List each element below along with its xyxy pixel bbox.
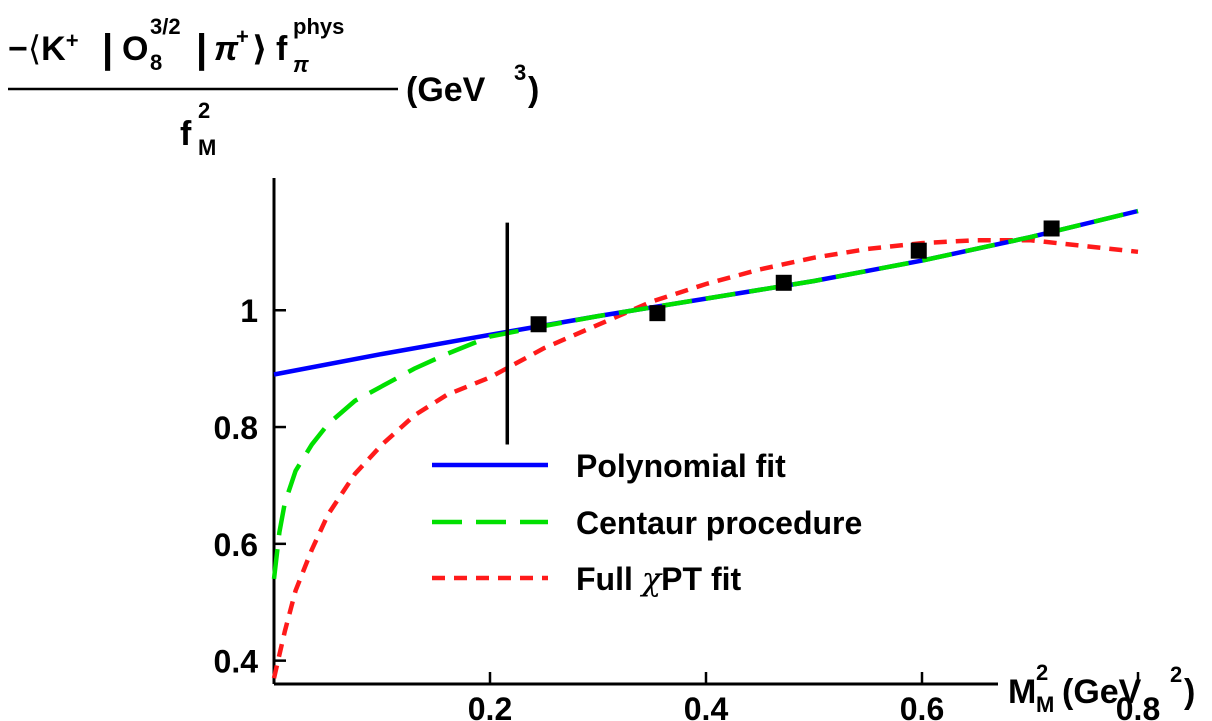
y-tick-label: 0.4 — [214, 644, 259, 680]
ylabel-f: f — [276, 30, 288, 68]
legend-label-full-post: PT fit — [661, 561, 741, 597]
series-line-full-pt-fit — [271, 237, 1139, 679]
ylabel-O: O — [122, 30, 148, 68]
legend-label-full-chipt-fit: Full χPT fit — [576, 560, 741, 598]
svg-text:−⟨K+: −⟨K+ — [8, 28, 79, 69]
xlabel-sup: 2 — [1036, 660, 1048, 685]
x-tick-label: 0.6 — [900, 691, 944, 721]
data-points — [530, 220, 1060, 333]
ylabel-den-f: f — [180, 115, 192, 153]
x-ticks: 0.2 0.4 0.6 0.8 — [468, 672, 1160, 721]
ylabel-bar-1: | — [102, 27, 113, 71]
ylabel-den-sup: 2 — [198, 98, 210, 123]
xlabel-main: M — [1008, 673, 1036, 711]
legend-label-chi: χ — [640, 560, 663, 598]
xlabel-unit-close: ) — [1184, 673, 1195, 711]
data-point — [775, 274, 792, 291]
ylabel-unit-close: ) — [528, 71, 539, 109]
ylabel-O-sub: 8 — [150, 50, 162, 75]
y-tick-label: 0.6 — [214, 527, 258, 563]
y-tick-label: 1 — [240, 293, 258, 329]
y-ticks: 0.4 0.6 0.8 1 — [214, 293, 286, 680]
ylabel-den-sub: M — [198, 135, 216, 160]
ylabel-O-sup: 3/2 — [150, 14, 181, 39]
series-line-centaur-procedure — [271, 208, 1139, 580]
legend-label-centaur-procedure: Centaur procedure — [576, 505, 862, 541]
x-axis-label: M 2 M (GeV 2 ) — [1008, 660, 1195, 717]
ylabel-unit-open: (GeV — [406, 71, 486, 109]
ylabel-minus: − — [8, 30, 28, 68]
legend-label-full-pre: Full — [576, 561, 642, 597]
x-tick-label: 0.8 — [1116, 691, 1160, 721]
legend: Polynomial fit Centaur procedure Full χP… — [432, 448, 862, 598]
xlabel-sub: M — [1036, 692, 1054, 717]
ylabel-f-sub: π — [293, 52, 309, 77]
y-tick-label: 0.8 — [214, 410, 258, 446]
data-point — [530, 316, 547, 333]
ylabel-K: K — [41, 30, 66, 68]
ylabel-bar-2: | — [196, 27, 207, 71]
ylabel-langle: ⟨ — [28, 30, 41, 68]
ylabel-unit-sup: 3 — [514, 60, 526, 85]
legend-label-polynomial-fit: Polynomial fit — [576, 448, 786, 484]
ylabel-rangle: ⟩ — [252, 30, 268, 68]
y-axis-label: −⟨K+ | O 3/2 8 | π + ⟩ f phys π f 2 M (G… — [8, 14, 539, 160]
xlabel-unit-open: (GeV — [1062, 673, 1142, 711]
ylabel-f-sup: phys — [293, 14, 344, 39]
data-point — [649, 305, 666, 322]
plot-curves — [271, 208, 1139, 679]
x-tick-label: 0.2 — [468, 691, 512, 721]
x-tick-label: 0.4 — [684, 691, 729, 721]
ylabel-pi: π — [214, 30, 239, 68]
data-point — [910, 242, 927, 259]
data-point — [1043, 220, 1060, 237]
ylabel-pi-sup: + — [236, 24, 249, 49]
series-line-polynomial-fit — [273, 208, 1139, 377]
xlabel-unit-sup: 2 — [1170, 662, 1182, 687]
ylabel-K-sup: + — [66, 28, 79, 53]
